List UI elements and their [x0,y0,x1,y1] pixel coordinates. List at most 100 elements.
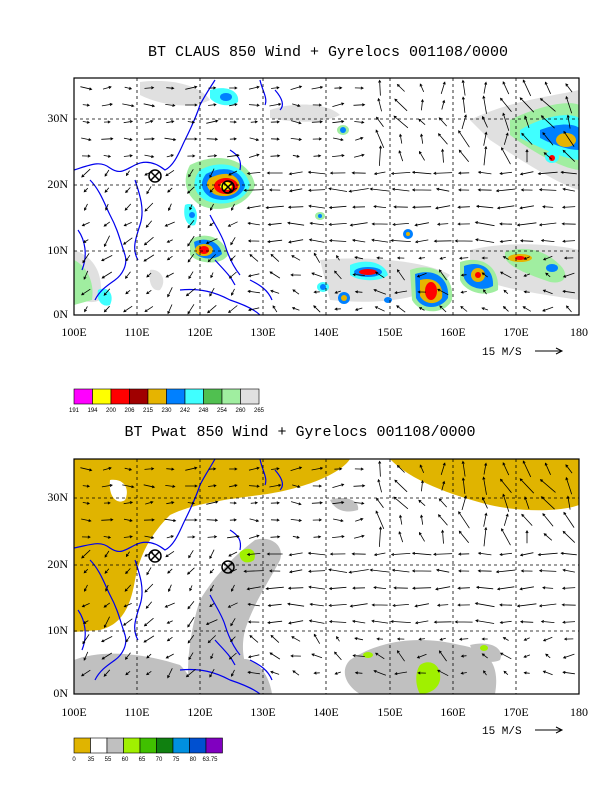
wind-arrow [227,221,238,227]
x-tick-label: 100E [61,705,86,719]
wind-arrow [80,467,93,472]
wind-arrow [481,653,488,659]
wind-arrow [187,535,196,539]
legend-label: 200 [106,408,117,414]
wind-arrow [501,147,511,165]
wind-arrow [562,239,576,243]
wind-arrow [545,653,551,659]
wind-arrow [166,154,175,158]
wind-arrow [481,256,488,260]
wind-arrow [269,271,281,279]
grid-lines [74,459,579,694]
x-axis-labels: 100E 110E 120E 130E 140E 150E 160E 170E … [61,325,588,339]
wind-arrow [123,237,133,245]
legend-swatch [73,737,91,754]
wind-arrow [187,304,195,315]
wind-arrow [562,289,575,294]
wind-arrow [82,620,89,624]
wind-arrow [270,137,280,141]
wind-arrow [287,205,304,209]
wind-arrow [288,552,303,557]
wind-arrow [378,460,382,477]
wind-arrow [81,222,90,227]
wind-arrow [332,120,345,124]
wind-arrow [81,603,90,608]
wind-arrow [474,602,495,608]
wind-arrow [144,467,155,471]
wind-arrow [247,654,260,659]
wind-arrow [313,252,321,263]
wind-arrow [210,203,214,211]
wind-arrow [520,569,533,573]
wind-arrow [354,290,363,294]
wind-arrow [101,483,113,488]
wind-arrow [565,305,572,313]
wind-arrow [353,484,366,488]
wind-arrow [396,650,405,662]
panel-title: BT Pwat 850 Wind + Gyrelocs 001108/0000 [124,424,475,441]
wind-arrow [145,601,153,609]
wind-arrow [390,552,411,557]
wind-arrow [483,289,487,295]
x-tick-label: 140E [313,325,338,339]
wind-arrow [209,222,215,226]
wind-arrow [311,85,324,90]
wind-arrow [373,289,387,295]
wind-arrow [228,170,238,176]
legend-label: 206 [124,408,135,414]
wind-arrow [266,552,283,556]
wind-arrow [187,501,196,505]
wind-arrow [166,86,175,90]
wind-scale-label: 15 M/S [482,726,522,738]
wind-arrow [542,670,553,676]
wind-arrow [124,584,132,592]
wind-arrow [399,514,403,525]
y-tick-label: 0N [53,686,68,700]
legend-label: 254 [217,408,228,414]
wind-arrow [483,81,488,94]
legend-swatch [73,388,93,405]
wind-arrow [376,256,383,260]
wind-arrow [227,534,240,539]
legend-swatch [139,737,157,754]
x-tick-label: 180 [570,705,588,719]
wind-arrow [287,221,305,226]
wind-arrow [348,188,369,193]
wind-arrow [187,253,195,263]
wind-arrow [308,585,326,590]
wind-arrow [165,169,175,177]
wind-arrow [334,467,343,471]
wind-arrow [186,567,195,575]
wind-arrow [246,171,261,175]
wind-arrow [562,620,576,624]
y-tick-label: 10N [47,623,68,637]
wind-arrow [483,145,488,166]
x-tick-label: 100E [61,325,86,339]
legend-swatch [205,737,223,754]
wind-arrow [523,671,530,675]
wind-arrow [502,112,510,131]
wind-arrow [103,154,112,158]
wind-arrow [354,671,363,675]
wind-arrow [123,154,133,158]
wind-arrow [392,222,409,227]
wind-arrow [208,484,217,488]
wind-arrow [332,501,345,505]
legend-swatch [106,737,124,754]
wind-arrow [290,501,302,506]
wind-arrow [248,484,260,488]
wind-arrow [290,273,301,277]
wind-arrow [390,171,411,176]
wind-arrow [352,273,365,277]
wind-arrow [519,586,534,591]
wind-arrow [267,239,283,244]
wind-arrow [351,171,366,175]
wind-arrow [561,586,576,590]
wind-arrow [351,238,366,243]
wind-arrow [458,637,469,641]
wind-arrow [483,526,488,547]
wind-arrow [457,205,470,209]
wind-arrow [328,603,347,607]
wind-arrow [502,256,509,260]
wind-arrow [416,272,427,278]
